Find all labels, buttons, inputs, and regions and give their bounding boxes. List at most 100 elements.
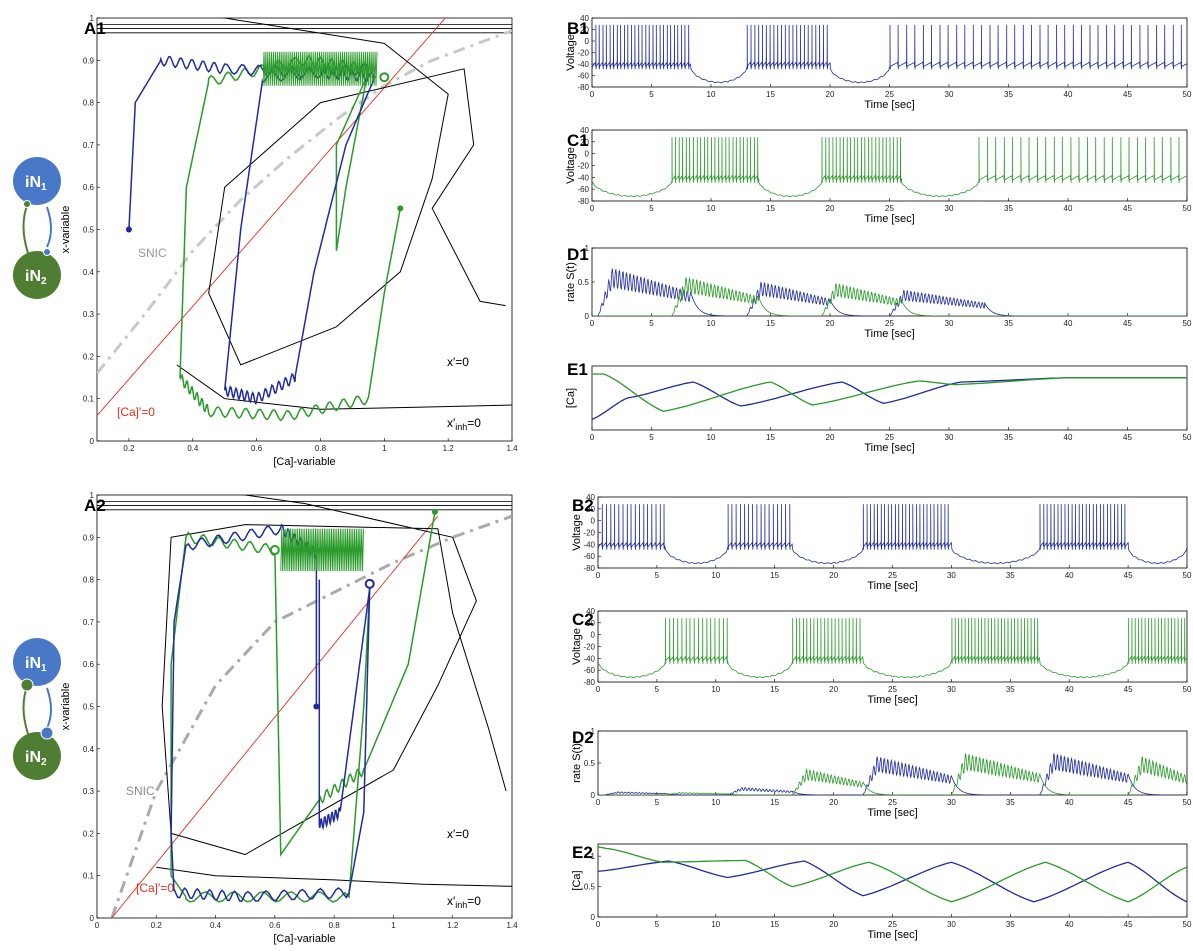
trajectory-in2	[179, 54, 402, 422]
y-tick-label: 0	[90, 914, 95, 923]
x-tick-label: 10	[711, 685, 720, 694]
x-tick-label: 15	[766, 319, 775, 328]
y-tick-label: 40	[580, 126, 589, 135]
y-tick-label: -80	[583, 564, 595, 573]
y-tick-label: 0.5	[83, 226, 95, 235]
x-tick-label: 0	[596, 571, 601, 580]
x-tick-label: 20	[826, 90, 835, 99]
x-tick-label: 30	[945, 90, 954, 99]
panel-d2: 0 5 10 15 20 25 30 35 40 45 50 0 0.5 1 Time [sec] rate …	[571, 727, 1192, 819]
y-tick-label: 40	[586, 493, 595, 502]
panel-d1: 0 5 10 15 20 25 30 35 40 45 50 0 0.5 1 Time [sec] rate …	[565, 244, 1192, 340]
y-axis-label: Voltage	[571, 628, 583, 665]
x-tick-label: 45	[1124, 798, 1133, 807]
series-group	[598, 618, 1187, 679]
x-tick-label: 50	[1183, 90, 1192, 99]
x-tick-label: 0	[590, 204, 595, 213]
series-in2-line	[598, 753, 1187, 795]
x-tick-label: 1.4	[506, 921, 518, 930]
y-tick-label: 0	[585, 37, 590, 46]
series-in1-line	[598, 504, 1187, 565]
x-tick-label: 20	[829, 685, 838, 694]
x-tick-label: 0.4	[210, 921, 222, 930]
panel-c1: 0 5 10 15 20 25 30 35 40 45 50 -80 -60 -40 -20 0 20 40 Tim…	[565, 126, 1192, 225]
y-tick-label: 0.5	[578, 278, 590, 287]
x-tick-label: 35	[1006, 571, 1015, 580]
y-tick-label: 0.1	[83, 395, 95, 404]
snic-label: SNIC	[126, 784, 155, 798]
series-in1-line	[592, 268, 1187, 316]
x-tick-label: 40	[1065, 920, 1074, 929]
y-tick-label: 0.1	[83, 872, 95, 881]
series-in2-line	[592, 276, 1187, 316]
x-tick-label: 25	[885, 319, 894, 328]
synapse-terminal-in2	[23, 200, 31, 208]
x-tick-label: 50	[1183, 204, 1192, 213]
panel-label: C2	[572, 610, 594, 629]
y-tick-label: 0	[591, 791, 596, 800]
x-tick-label: 25	[885, 433, 894, 442]
x-tick-label: 45	[1123, 90, 1132, 99]
x-axis-label: [Ca]-variable	[273, 456, 335, 468]
suffix: =0	[467, 894, 481, 908]
y-tick-label: 0.5	[83, 703, 95, 712]
x-tick-label: 5	[655, 685, 660, 694]
panel-a1: 0.2 0.4 0.6 0.8 1 1.2 1.4 0 0.1 0.2 0.3 0.4 0.5 0.6 0.…	[60, 14, 518, 468]
y-tick-label: 0.6	[83, 660, 95, 669]
x-tick-label: 50	[1183, 319, 1192, 328]
x-tick-label: 20	[826, 433, 835, 442]
x-tick-label: 10	[707, 319, 716, 328]
y-tick-label: 0.3	[83, 310, 95, 319]
x-axis-label: Time [sec]	[867, 929, 917, 941]
x-axis-label: [Ca]-variable	[273, 933, 335, 945]
x-tick-label: 35	[1006, 920, 1015, 929]
y-tick-label: -60	[583, 552, 595, 561]
x-tick-label: 0.8	[315, 444, 327, 453]
x-tick-label: 45	[1124, 920, 1133, 929]
series-in2-line	[598, 846, 1187, 903]
x-tick-label: 35	[1004, 90, 1013, 99]
y-tick-label: -60	[577, 72, 589, 81]
plot-frame	[597, 496, 1188, 569]
y-tick-label: -60	[583, 666, 595, 675]
x-tick-label: 10	[707, 204, 716, 213]
x-tick-label: 0	[596, 920, 601, 929]
ca-nullcline-label: [Ca]′=0	[117, 405, 155, 419]
subscript: 1	[41, 663, 47, 674]
x-tick-label: 20	[829, 920, 838, 929]
x-tick-label: 25	[888, 685, 897, 694]
x-tick-label: 50	[1183, 571, 1192, 580]
x-axis-label: Time [sec]	[864, 442, 914, 454]
trajectory-in1	[128, 55, 376, 406]
y-tick-label: 1	[90, 491, 95, 500]
y-tick-label: 20	[586, 505, 595, 514]
x-tick-label: 10	[711, 571, 720, 580]
y-axis-label: rate S(t)	[571, 743, 583, 783]
panel-label: B1	[567, 19, 589, 38]
series-in1-line	[598, 753, 1187, 795]
y-tick-label: -40	[577, 173, 589, 182]
x-tick-label: 35	[1006, 685, 1015, 694]
phase-content	[97, 495, 512, 918]
series-in2-line	[592, 137, 1187, 198]
fixed-point-marker-in2	[269, 544, 280, 555]
x-tick-label: 50	[1183, 798, 1192, 807]
trajectory-in2	[170, 511, 436, 903]
x-tick-label: 1	[391, 921, 396, 930]
series-group	[592, 137, 1187, 198]
y-tick-label: -80	[577, 197, 589, 206]
x-tick-label: 15	[770, 798, 779, 807]
x-axis-label: Time [sec]	[867, 580, 917, 592]
x-tick-label: 15	[766, 90, 775, 99]
x-tick-label: 10	[711, 920, 720, 929]
y-tick-label: -20	[577, 49, 589, 58]
x-tick-label: 40	[1064, 204, 1073, 213]
y-tick-label: -20	[583, 643, 595, 652]
x-axis-label: Time [sec]	[864, 328, 914, 340]
panel-label: D1	[567, 245, 589, 264]
x-tick-label: 5	[649, 90, 654, 99]
x-tick-label: 40	[1065, 798, 1074, 807]
subscript: 1	[41, 182, 47, 193]
neuron-in1	[13, 638, 61, 686]
y-tick-label: -60	[577, 185, 589, 194]
